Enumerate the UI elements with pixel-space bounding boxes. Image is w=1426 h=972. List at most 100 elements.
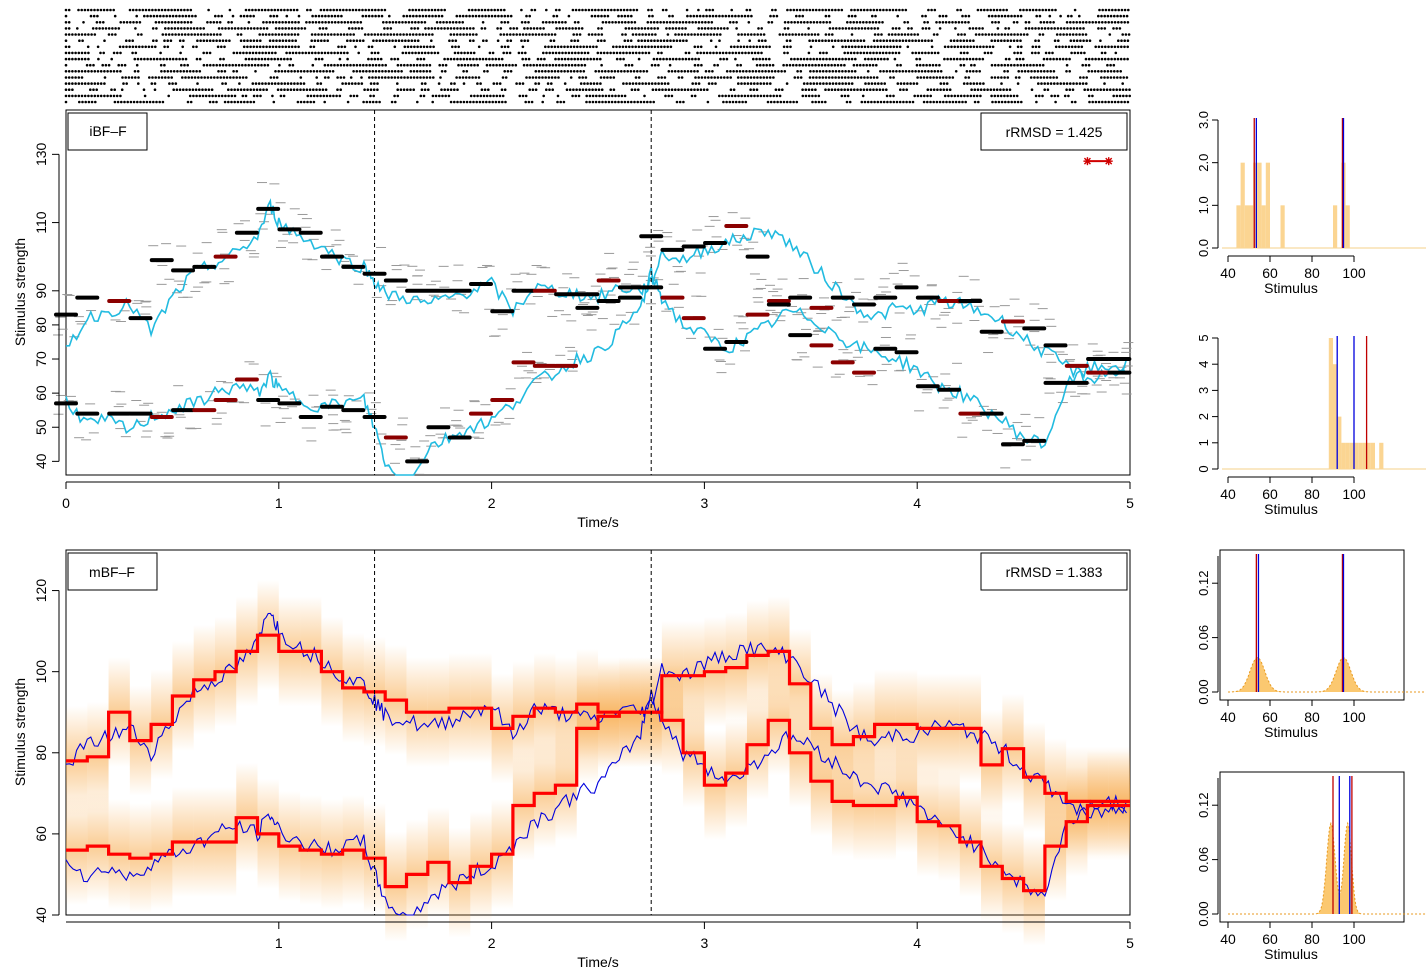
spike-dot [911,51,914,55]
spike-dot [700,63,703,67]
spike-dot [1041,8,1044,12]
spike-dot [338,8,342,12]
spike-dot [448,21,452,24]
spike-dot [173,21,177,24]
spike-dot [967,21,970,24]
spike-dot [1104,21,1107,24]
spike-dot [306,94,310,98]
spike-dot [1105,88,1109,91]
spike-dot [680,88,683,91]
spike-dot [106,94,109,98]
spike-dot [541,33,544,36]
spike-dot [1123,100,1126,104]
spike-dot [395,33,399,36]
spike-dot [1117,21,1120,24]
spike-dot [923,94,926,98]
spike-dot [215,21,219,24]
spike-dot [499,27,503,30]
spike-dot [730,14,734,18]
spike-dot [898,45,902,49]
spike-dot [746,14,750,18]
spike-dot [1121,88,1125,91]
spike-dot [438,63,442,67]
spike-dot [643,94,646,98]
spike-dot [680,33,684,36]
spike-dot [988,45,992,49]
spike-dot [377,70,381,73]
spike-dot [532,27,536,30]
spike-dot [741,51,744,55]
spike-dot [404,51,408,55]
spike-dot [643,27,647,30]
y-tick-label: 0.00 [1196,679,1211,704]
spike-dot [125,45,128,49]
spike-dot [938,27,942,30]
spike-dot [926,21,929,24]
histogram-bar [1236,205,1241,248]
spike-dot [420,82,424,85]
spike-dot [929,88,933,91]
spike-dot [412,63,416,67]
spike-dot [434,94,438,98]
spike-dot [978,57,981,61]
spike-dot [643,39,647,42]
histogram-bar [1333,205,1338,248]
spike-dot [431,94,435,98]
spike-dot [924,39,927,42]
estimate-step-line [66,633,1130,803]
spike-dot [873,27,876,30]
spike-dot [343,21,347,24]
spike-dot [1003,76,1006,79]
spike-dot [570,57,573,61]
x-tick-label: 100 [1342,709,1366,725]
spike-dot [330,14,334,18]
spike-dot [915,63,919,67]
spike-dot [85,63,89,67]
spike-dot [599,57,602,61]
spike-dot [932,76,935,79]
rrmsd-label: rRMSD = 1.425 [1006,124,1103,140]
spike-dot [866,100,870,104]
spike-dot [387,70,391,73]
spike-dot [910,27,913,30]
spike-dot [109,94,113,98]
spike-dot [859,76,863,79]
spike-dot [470,63,473,67]
spike-dot [657,76,660,79]
spike-dot [410,39,414,42]
spike-dot [365,63,368,67]
spike-dot [853,88,856,91]
spike-dot [134,27,137,30]
spike-dot [547,70,550,73]
spike-dot [772,76,775,79]
spike-dot [674,33,677,36]
spike-dot [1006,70,1009,73]
spike-dot [177,33,181,36]
spike-dot [1085,76,1088,79]
spike-dot [1065,21,1069,24]
spike-dot [294,39,298,42]
spike-dot [125,21,129,24]
spike-dot [825,21,828,24]
spike-dot [197,76,200,79]
spike-dot [1000,76,1003,79]
spike-dot [1005,8,1008,12]
spike-dot [752,76,756,79]
spike-dot [678,57,681,61]
spike-dot [911,70,914,73]
spike-dot [328,94,332,98]
spike-dot [815,21,819,24]
spike-dot [134,76,137,79]
spike-dot [142,100,145,104]
spike-dot [74,82,77,85]
spike-dot [389,27,393,30]
spike-dot [770,21,774,24]
spike-dot [294,51,298,55]
spike-dot [1090,70,1094,73]
spike-dot [758,45,762,49]
spike-dot [131,45,135,49]
spike-dot [661,8,665,12]
spike-dot [898,27,901,30]
spike-dot [596,51,600,55]
spike-dot [696,45,700,49]
